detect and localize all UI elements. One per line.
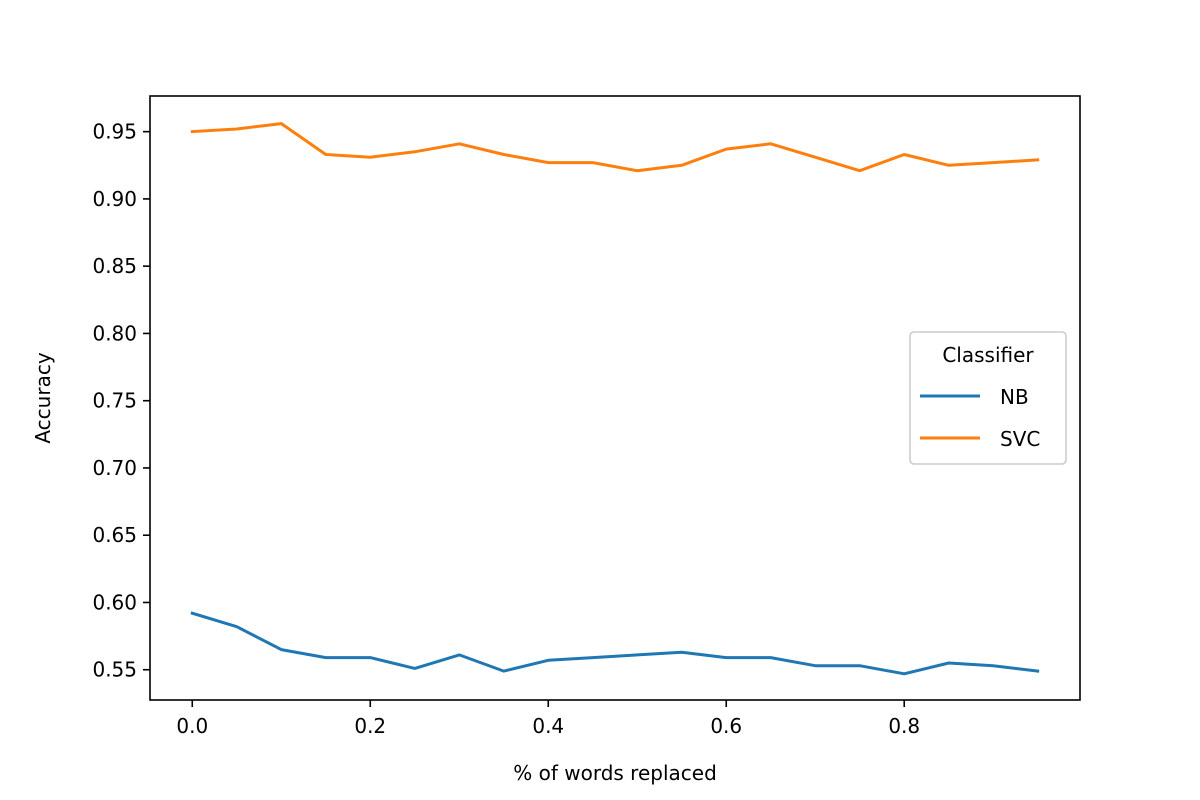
series-line-svc — [190, 122, 1040, 173]
legend-box — [909, 331, 1067, 465]
series-line-nb — [190, 611, 1040, 676]
y-axis: 0.55 0.60 0.65 0.70 0.75 0.80 0.85 0.90 0.95 — [92, 120, 150, 682]
legend: Classifier NB SVC — [909, 331, 1067, 465]
y-tick-label: 0.60 — [92, 590, 137, 614]
y-tick-label: 0.90 — [92, 187, 137, 211]
y-axis-label: Accuracy — [31, 352, 55, 443]
y-tick-label: 0.70 — [92, 456, 137, 480]
legend-title: Classifier — [942, 343, 1034, 367]
x-tick-label: 0.0 — [176, 714, 208, 738]
y-tick-label: 0.85 — [92, 254, 137, 278]
x-axis-label: % of words replaced — [513, 761, 717, 785]
y-tick-label: 0.95 — [92, 120, 137, 144]
legend-label-nb: NB — [1000, 385, 1029, 409]
plot-frame — [149, 95, 1081, 701]
legend-label-svc: SVC — [1000, 427, 1040, 451]
x-tick-label: 0.6 — [710, 714, 742, 738]
x-tick-label: 0.4 — [532, 714, 564, 738]
y-tick-label: 0.75 — [92, 389, 137, 413]
y-tick-label: 0.55 — [92, 658, 137, 682]
x-axis: 0.0 0.2 0.4 0.6 0.8 — [176, 700, 920, 738]
x-tick-label: 0.8 — [888, 714, 920, 738]
x-tick-label: 0.2 — [354, 714, 386, 738]
y-tick-label: 0.65 — [92, 523, 137, 547]
y-tick-label: 0.80 — [92, 321, 137, 345]
series-layer — [190, 122, 1040, 676]
